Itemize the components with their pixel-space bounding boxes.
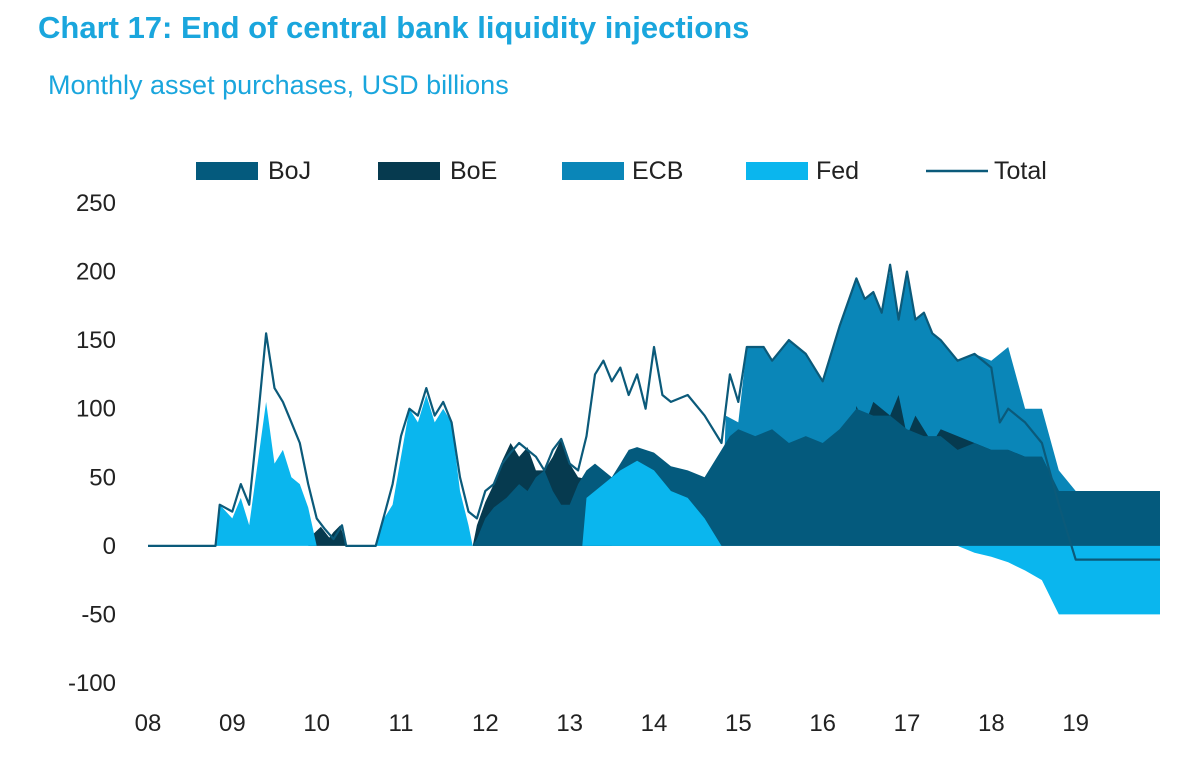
y-tick-label: 150 — [76, 327, 116, 354]
x-tick-label: 17 — [894, 710, 921, 737]
legend: BoJ BoE ECB Fed Total — [196, 157, 1047, 185]
legend-label-fed: Fed — [816, 157, 859, 185]
x-tick-label: 13 — [556, 710, 583, 737]
x-tick-label: 14 — [641, 710, 668, 737]
y-tick-label: 50 — [89, 464, 116, 491]
legend-swatch-ecb — [562, 162, 624, 180]
y-tick-label: -50 — [81, 601, 116, 628]
x-axis: 08 09 10 11 12 13 14 15 16 17 18 19 — [135, 710, 1089, 737]
y-tick-label: 250 — [76, 190, 116, 217]
y-axis: 250 200 150 100 50 0 -50 -100 — [68, 190, 116, 697]
series-lines — [148, 263, 1160, 561]
x-tick-label: 12 — [472, 710, 499, 737]
x-tick-label: 15 — [725, 710, 752, 737]
chart-title: Chart 17: End of central bank liquidity … — [38, 10, 750, 45]
legend-swatch-boe — [378, 162, 440, 180]
legend-label-total: Total — [994, 157, 1047, 185]
area-fed — [148, 395, 1160, 615]
x-tick-label: 08 — [135, 710, 162, 737]
y-tick-label: 100 — [76, 396, 116, 423]
legend-label-boe: BoE — [450, 157, 497, 185]
x-tick-label: 10 — [303, 710, 330, 737]
legend-swatch-fed — [746, 162, 808, 180]
x-tick-label: 19 — [1062, 710, 1089, 737]
legend-label-boj: BoJ — [268, 157, 311, 185]
x-tick-label: 18 — [978, 710, 1005, 737]
x-tick-label: 16 — [809, 710, 836, 737]
legend-swatch-boj — [196, 162, 258, 180]
y-tick-label: 0 — [103, 533, 116, 560]
series-areas — [148, 271, 1160, 615]
x-tick-label: 09 — [219, 710, 246, 737]
line-total — [148, 263, 1160, 561]
x-tick-label: 11 — [389, 710, 414, 737]
chart-subtitle: Monthly asset purchases, USD billions — [48, 70, 509, 100]
y-tick-label: 200 — [76, 259, 116, 286]
legend-label-ecb: ECB — [632, 157, 683, 185]
y-tick-label: -100 — [68, 670, 116, 697]
